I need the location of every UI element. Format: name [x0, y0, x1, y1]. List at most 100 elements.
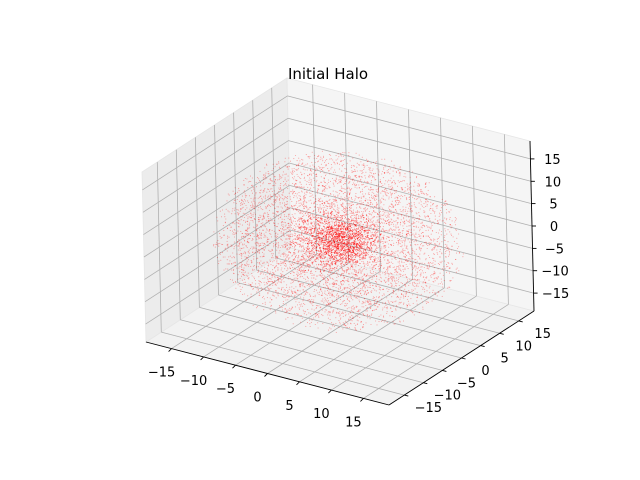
data-point: [331, 177, 334, 180]
data-point: [378, 247, 380, 249]
data-point: [312, 248, 314, 250]
data-point: [342, 233, 344, 236]
data-point: [398, 262, 400, 264]
data-point: [318, 210, 320, 212]
data-point: [344, 210, 346, 212]
data-point: [428, 219, 430, 221]
data-point: [346, 252, 348, 254]
data-point: [440, 278, 442, 280]
data-point: [336, 227, 338, 229]
data-point: [430, 212, 432, 215]
data-point: [241, 263, 243, 265]
data-point: [358, 224, 360, 226]
data-point: [355, 211, 357, 213]
data-point: [342, 199, 344, 201]
data-point: [337, 221, 339, 223]
data-point: [380, 260, 382, 262]
data-point: [338, 189, 340, 191]
data-point: [401, 215, 403, 217]
data-point: [333, 231, 335, 233]
data-point: [249, 208, 251, 210]
data-point: [260, 282, 262, 284]
data-point: [288, 251, 290, 253]
data-point: [359, 257, 361, 259]
data-point: [333, 283, 335, 285]
data-point: [252, 198, 254, 200]
data-point: [399, 209, 401, 211]
data-point: [381, 240, 383, 243]
data-point: [355, 263, 357, 265]
data-point: [382, 309, 384, 311]
data-point: [303, 247, 305, 249]
data-point: [300, 171, 302, 173]
data-point: [318, 155, 320, 158]
data-point: [376, 216, 378, 218]
data-point: [311, 240, 313, 242]
data-point: [363, 293, 365, 296]
data-point: [331, 268, 334, 270]
data-point: [420, 293, 422, 295]
data-point: [263, 236, 265, 238]
data-point: [239, 283, 241, 285]
data-point: [226, 259, 228, 261]
data-point: [286, 208, 288, 210]
data-point: [303, 261, 305, 264]
data-point: [319, 249, 322, 251]
data-point: [268, 249, 270, 251]
data-point: [333, 215, 335, 217]
data-point: [345, 251, 347, 253]
data-point: [434, 215, 436, 217]
data-point: [325, 243, 328, 246]
data-point: [276, 226, 278, 228]
data-point: [341, 209, 343, 211]
data-point: [324, 282, 327, 284]
data-point: [354, 170, 356, 172]
data-point: [368, 192, 370, 194]
data-point: [391, 315, 394, 318]
data-point: [288, 257, 290, 259]
data-point: [339, 257, 342, 259]
data-point: [360, 223, 362, 225]
data-point: [325, 237, 327, 239]
data-point: [342, 242, 344, 244]
data-point: [377, 195, 379, 197]
data-point: [406, 235, 408, 237]
data-point: [380, 214, 382, 216]
data-point: [382, 226, 384, 228]
data-point: [259, 195, 262, 197]
data-point: [339, 178, 341, 180]
data-point: [322, 203, 324, 205]
data-point: [285, 253, 287, 255]
data-point: [404, 267, 406, 269]
data-point: [279, 306, 281, 308]
data-point: [272, 167, 274, 169]
data-point: [310, 253, 312, 255]
data-point: [425, 257, 427, 260]
data-point: [315, 304, 317, 307]
data-point: [338, 313, 340, 315]
data-point: [370, 162, 372, 164]
data-point: [356, 271, 358, 273]
data-point: [319, 238, 321, 240]
data-point: [359, 181, 361, 183]
data-point: [244, 253, 246, 255]
data-point: [346, 218, 348, 220]
data-point: [333, 194, 335, 196]
data-point: [383, 294, 385, 296]
data-point: [377, 283, 379, 285]
data-point: [276, 198, 278, 200]
data-point: [291, 317, 293, 319]
data-point: [301, 213, 303, 215]
data-point: [288, 165, 290, 167]
data-point: [314, 294, 316, 296]
data-point: [360, 277, 362, 279]
data-point: [306, 192, 308, 194]
data-point: [347, 326, 349, 328]
data-point: [214, 246, 216, 248]
data-point: [393, 251, 395, 253]
data-point: [258, 282, 260, 284]
data-point: [283, 219, 285, 221]
data-point: [336, 272, 338, 274]
data-point: [295, 202, 297, 204]
data-point: [233, 268, 235, 270]
